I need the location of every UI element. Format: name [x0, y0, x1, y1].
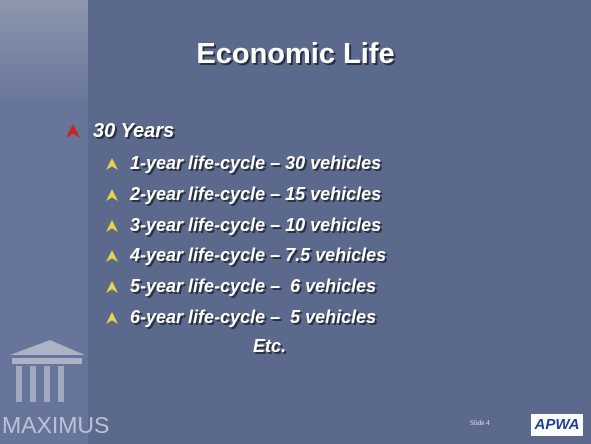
bullet-arrow [106, 220, 118, 232]
sub-bullet-text: 3-year life-cycle – 10 vehicles [130, 215, 381, 236]
bullet-arrow [106, 281, 118, 293]
sub-bullet-text: 6-year life-cycle – 5 vehicles [130, 307, 376, 328]
sub-bullet-text: 1-year life-cycle – 30 vehicles [130, 153, 381, 174]
bullet-arrow [106, 250, 118, 262]
sub-bullet-text: 4-year life-cycle – 7.5 vehicles [130, 245, 386, 266]
bullet-arrow [106, 189, 118, 201]
bullet-arrow [106, 312, 118, 324]
closing-text: Etc. [253, 336, 286, 357]
bullet-arrow [66, 124, 80, 138]
building-icon [0, 330, 95, 410]
slide-number: Slide 4 [470, 419, 490, 427]
sub-bullet-text: 2-year life-cycle – 15 vehicles [130, 184, 381, 205]
sub-bullet-text: 5-year life-cycle – 6 vehicles [130, 276, 376, 297]
slide-title: Economic Life [0, 38, 591, 71]
bullet-text: 30 Years [93, 120, 174, 143]
brand-logo: MAXIMUS [2, 412, 109, 439]
apwa-logo: APWA [531, 414, 583, 436]
slide: Economic Life 30 Years 1-year life-cycle … [0, 0, 591, 444]
bullet-arrow [106, 158, 118, 170]
